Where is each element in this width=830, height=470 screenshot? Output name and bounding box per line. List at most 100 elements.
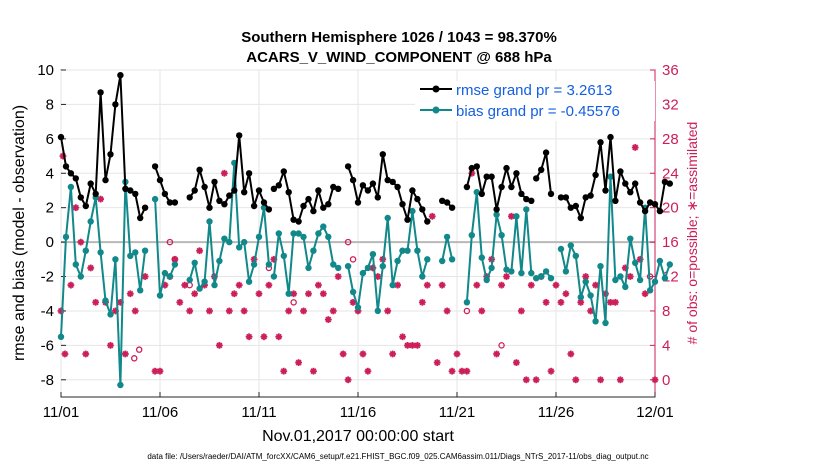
series-point [87,180,94,187]
series-point [310,247,317,254]
y-tick-label: 4 [46,165,54,182]
obs-assimilated-point [641,290,649,298]
series-point [344,263,352,270]
series-point [661,178,669,186]
legend-rmse-marker [432,85,440,93]
obs-assimilated-point [339,350,347,358]
series-point [602,319,609,327]
series-point [137,287,144,294]
obs-assimilated-point [423,281,431,289]
series-point [265,206,273,213]
x-tick-label: 11/01 [43,404,79,421]
series-point [488,173,495,180]
y-tick-label: -8 [41,372,54,389]
series-point [156,292,164,299]
right-tick-label: 36 [662,62,679,79]
series-point [260,199,268,206]
right-tick-label: 28 [662,131,679,148]
asterisk-stroke [582,273,589,280]
asterisk-stroke [557,299,564,306]
series-point [483,173,490,180]
obs-assimilated-point [72,204,80,212]
series-point [315,187,322,194]
asterisk-stroke [241,307,248,314]
obs-possible-point [166,238,174,246]
obs-assimilated-point [280,367,288,375]
series-point [557,194,565,201]
obs-assimilated-point [389,350,397,358]
series-point [349,176,357,184]
obs-assimilated-point [121,350,129,358]
asterisk-stroke [617,376,624,383]
asterisk-stroke [587,307,594,314]
obs-possible-point [498,342,505,349]
asterisk-stroke [429,213,436,220]
obs-possible-point [344,238,352,246]
obs-assimilated-point [562,290,570,298]
series-point [409,207,416,215]
asterisk-stroke [196,247,203,254]
series-point [82,202,90,210]
asterisk-stroke [186,307,193,314]
series-point [468,232,475,239]
legend: rmse grand pr = 3.2613 bias grand pr = -… [415,81,655,121]
obs-assimilated-point [597,376,604,384]
asterisk-stroke [72,204,79,211]
series-point [651,201,659,208]
series-point [597,139,604,146]
right-tick-label: 32 [662,96,679,113]
series-point [473,163,480,170]
x-tick-label: 11/21 [439,404,475,421]
obs-assimilated-point [126,290,134,298]
obs-assimilated-point [329,307,337,315]
series-point [547,275,555,282]
y-tick-label: -6 [41,337,54,354]
series-point [567,242,574,249]
asterisk-stroke [77,239,84,246]
obs-assimilated-point [513,359,520,366]
series-point [206,218,213,225]
series-point [107,151,114,158]
asterisk-stroke [518,307,525,314]
obs-assimilated-point [285,307,293,315]
series-point [330,261,337,268]
obs-assimilated-point [478,307,486,315]
asterisk-stroke [473,282,480,289]
obs-assimilated-point [220,169,228,177]
series-point [112,101,119,108]
obs-assimilated-point [458,367,466,375]
obs-assimilated-point [418,298,426,306]
asterisk-stroke [364,368,371,375]
series-point [369,251,377,258]
asterisk-stroke [463,368,470,375]
series-point [389,178,396,186]
asterisk-stroke [543,299,550,306]
obs-assimilated-point [567,350,575,358]
series-point [300,202,307,210]
y-tick-label: -4 [41,303,54,320]
asterisk-stroke [156,368,164,375]
obs-assimilated-point [61,350,69,358]
asterisk-stroke [523,376,530,383]
series-point [270,273,278,280]
obs-assimilated-point [532,376,540,384]
series-point [622,180,629,187]
left-y-axis: -8 -6 -4 -2 0 2 4 6 8 10 [37,62,66,389]
series-point [166,273,174,280]
series-point [241,189,248,196]
series-point [389,281,396,289]
series-point [592,171,599,179]
series-point [632,259,639,266]
asterisk-stroke [374,273,381,280]
series-point [300,233,307,241]
series-point [320,204,327,211]
x-tick-label: 11/11 [241,404,276,421]
series-point [587,292,594,299]
asterisk-stroke [246,333,253,340]
asterisk-stroke [453,350,461,358]
series-point [448,204,456,211]
series-point [493,206,500,213]
series-point [572,252,579,260]
obs-assimilated-point [82,350,90,358]
asterisk-stroke [548,368,555,375]
